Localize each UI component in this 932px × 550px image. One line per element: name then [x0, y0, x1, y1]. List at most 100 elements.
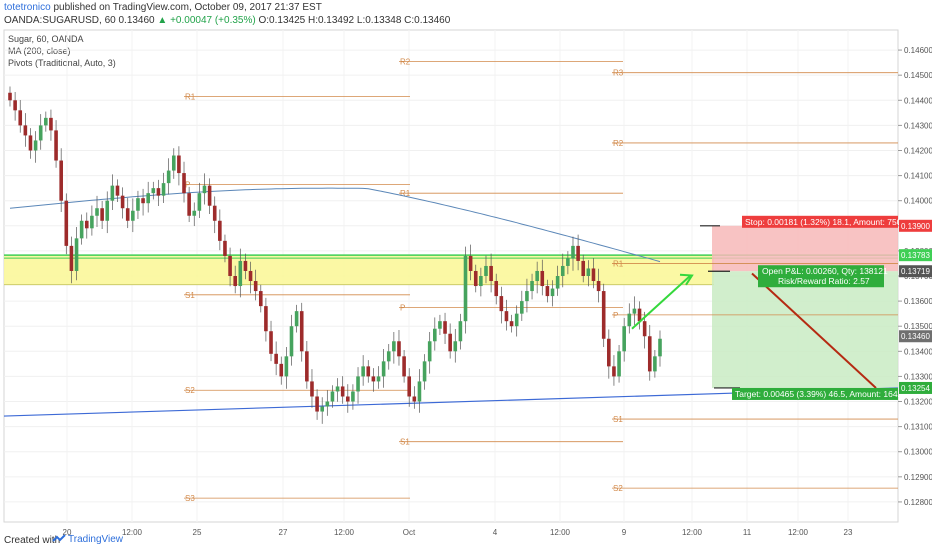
chart-legend: Sugar, 60, OANDA MA (200, close) Pivots …	[8, 33, 116, 69]
candle-body	[166, 170, 171, 184]
candle-body	[274, 353, 278, 364]
created-with-text: Created with	[4, 535, 61, 546]
candle-body	[310, 381, 314, 397]
candle-body	[33, 140, 38, 151]
candle-body	[171, 155, 176, 171]
x-tick-label: Oct	[403, 528, 416, 537]
pnl-label-bg	[758, 265, 884, 288]
candle-body	[473, 270, 478, 287]
candle-body	[44, 117, 48, 126]
candle-body	[632, 308, 637, 314]
candle-body	[504, 311, 509, 322]
pivot-label: S1	[185, 291, 195, 300]
candle-body	[340, 386, 345, 397]
footer: Created with TradingView	[0, 528, 932, 550]
candle-body	[161, 183, 166, 196]
candle-body	[325, 401, 330, 407]
annotations: Stop: 0.00181 (1.32%) 18.1, Amount: 750 O…	[631, 215, 903, 400]
candle-body	[560, 265, 565, 276]
x-tick-label: 12:00	[122, 528, 143, 537]
candle-body	[586, 268, 591, 276]
candle-body	[617, 351, 621, 377]
candle-body	[28, 135, 33, 151]
candle-body	[509, 321, 514, 327]
candle-body	[212, 205, 217, 221]
pivot-label: R1	[613, 259, 624, 268]
candle-body	[284, 356, 289, 377]
y-tick-label: 0.13500	[904, 322, 932, 331]
published-text: published on TradingView.com, October 09…	[53, 2, 322, 13]
candle-body	[392, 341, 396, 352]
down-arrow	[751, 272, 877, 389]
candle-body	[376, 376, 381, 382]
x-tick-label: 11	[743, 528, 752, 537]
candle-body	[49, 117, 53, 131]
price-label-bg	[899, 381, 932, 394]
candle-body	[95, 208, 99, 216]
stop-label: Stop: 0.00181 (1.32%) 18.1, Amount: 750	[745, 217, 902, 227]
candle-body	[412, 396, 417, 402]
moving-average-line	[9, 187, 661, 263]
candle-body	[315, 396, 319, 412]
candle-body	[458, 321, 463, 342]
symbol-text: OANDA:SUGARUSD, 60 0.13460	[4, 15, 155, 26]
candle-body	[294, 311, 299, 327]
pivot-label: S1	[613, 415, 623, 424]
candle-body	[156, 188, 161, 196]
candle-body	[320, 406, 325, 412]
candle-body	[136, 198, 140, 211]
candle-body	[131, 210, 135, 221]
candle-body	[141, 198, 145, 204]
author-link[interactable]: totetronico	[4, 2, 51, 13]
candle-body	[448, 333, 452, 352]
candle-body	[535, 270, 539, 282]
candle-body	[647, 336, 652, 372]
price-label-bg	[899, 249, 932, 262]
up-arrow	[631, 275, 691, 330]
price-label: 0.13460	[901, 332, 930, 341]
candle-body	[438, 321, 442, 329]
candles	[8, 86, 662, 424]
y-tick-label: 0.13300	[904, 372, 932, 381]
target-label: Target: 0.00465 (3.39%) 46.5, Amount: 16…	[735, 389, 903, 399]
x-tick-label: 25	[193, 528, 202, 537]
candle-body	[258, 291, 263, 307]
y-tick-label: 0.14100	[904, 172, 932, 181]
y-tick-label: 0.13400	[904, 347, 932, 356]
legend-pivots: Pivots (Traditional, Auto, 3)	[8, 58, 116, 68]
pivot-label: P	[185, 180, 190, 189]
candle-body	[407, 376, 412, 397]
candle-body	[38, 125, 43, 141]
candle-body	[269, 331, 273, 354]
candle-body	[253, 281, 258, 292]
candle-body	[177, 155, 181, 174]
candle-body	[417, 381, 422, 402]
candle-body	[658, 338, 662, 357]
target-zone	[712, 271, 898, 388]
candle-body	[305, 351, 309, 382]
rr-label: Risk/Reward Ratio: 2.57	[778, 276, 870, 286]
tradingview-brand[interactable]: TradingView	[68, 534, 124, 545]
candle-body	[23, 125, 28, 136]
candle-body	[366, 366, 371, 377]
overlays: R2 R1 P S1 S2 S3 R1 P S1 R3 R2 R1 P S1 S2	[3, 57, 899, 503]
candle-body	[110, 185, 115, 201]
pivot-label: R1	[185, 93, 196, 102]
y-tick-label: 0.13000	[904, 448, 932, 457]
candle-body	[622, 326, 626, 352]
candle-body	[653, 356, 657, 372]
candle-body	[59, 160, 63, 201]
x-tick-label: 12:00	[550, 528, 571, 537]
candle-body	[576, 245, 580, 261]
price-label-bg	[899, 219, 932, 232]
pivot-label: R1	[400, 189, 411, 198]
candle-body	[520, 301, 524, 314]
candle-body	[381, 361, 386, 377]
candle-body	[607, 338, 611, 367]
ohlc-text: O:0.13425 H:0.13492 L:0.13348 C:0.13460	[258, 15, 451, 26]
candle-body	[105, 200, 110, 221]
candle-body	[79, 220, 84, 239]
candle-body	[335, 386, 340, 392]
candle-body	[74, 238, 79, 271]
